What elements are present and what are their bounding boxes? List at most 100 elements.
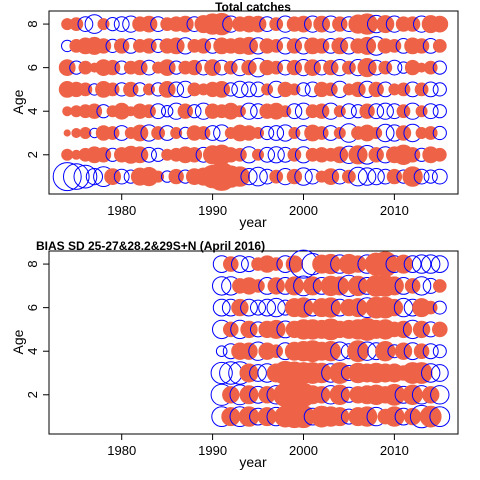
positive-residual-bubble <box>239 385 259 405</box>
positive-residual-bubble <box>186 59 203 76</box>
negative-residual-bubble <box>210 361 233 385</box>
negative-residual-bubble <box>168 81 185 98</box>
positive-residual-bubble <box>375 341 396 362</box>
negative-residual-bubble <box>421 254 441 274</box>
positive-residual-bubble <box>170 127 183 140</box>
negative-residual-bubble <box>411 276 432 296</box>
positive-residual-bubble <box>132 59 148 76</box>
negative-residual-bubble <box>368 103 385 120</box>
positive-residual-bubble <box>323 59 339 76</box>
positive-residual-bubble <box>269 344 284 359</box>
negative-residual-bubble <box>367 168 385 186</box>
positive-residual-bubble <box>376 15 395 34</box>
y-axis-title: Age <box>10 329 26 354</box>
negative-residual-bubble <box>113 16 130 33</box>
positive-residual-bubble <box>131 124 149 142</box>
positive-residual-bubble <box>314 126 329 140</box>
positive-residual-bubble <box>251 279 265 293</box>
positive-residual-bubble <box>368 147 384 163</box>
positive-residual-bubble <box>431 321 448 338</box>
negative-residual-bubble <box>248 166 268 187</box>
positive-residual-bubble <box>140 15 158 33</box>
x-tick-label: 1990 <box>198 203 227 218</box>
negative-residual-bubble <box>376 102 394 120</box>
positive-residual-bubble <box>78 82 93 97</box>
positive-residual-bubble <box>295 15 312 33</box>
positive-residual-bubble <box>320 297 341 318</box>
positive-residual-bubble <box>394 342 413 360</box>
positive-residual-bubble <box>249 15 267 33</box>
positive-residual-bubble <box>314 38 330 54</box>
positive-residual-bubble <box>341 60 356 75</box>
positive-residual-bubble <box>413 38 430 54</box>
x-tick-label: 1980 <box>107 443 136 458</box>
positive-residual-bubble <box>167 37 185 55</box>
negative-residual-bubble <box>73 164 98 189</box>
negative-residual-bubble <box>267 146 285 164</box>
negative-residual-bubble <box>212 298 231 317</box>
negative-residual-bubble <box>432 104 447 119</box>
positive-residual-bubble <box>158 81 176 98</box>
bubble-layer <box>52 12 449 192</box>
negative-residual-bubble <box>348 166 368 187</box>
negative-residual-bubble <box>432 82 447 97</box>
negative-residual-bubble <box>187 104 202 119</box>
positive-residual-bubble <box>322 168 340 186</box>
positive-residual-bubble <box>221 407 241 427</box>
positive-residual-bubble <box>222 386 240 404</box>
negative-residual-bubble <box>141 146 157 163</box>
x-axis-title: year <box>239 214 267 230</box>
panel-total-catches: 1980 1990 2000 2010 2 4 6 8 Total catches year… <box>10 0 459 230</box>
positive-residual-bubble <box>195 38 212 54</box>
positive-residual-bubble <box>142 104 156 119</box>
positive-residual-bubble <box>396 82 411 97</box>
positive-residual-bubble <box>196 126 211 140</box>
y-tick-label: 8 <box>25 20 40 27</box>
y-tick-label: 6 <box>25 304 40 311</box>
positive-residual-bubble <box>432 39 447 53</box>
positive-residual-bubble <box>393 254 413 274</box>
negative-residual-bubble <box>260 125 275 141</box>
positive-residual-bubble <box>104 168 122 186</box>
negative-residual-bubble <box>431 168 448 185</box>
y-axis: 2 4 6 8 <box>25 260 49 398</box>
positive-residual-bubble <box>63 129 71 137</box>
positive-residual-bubble <box>238 406 260 427</box>
y-tick-label: 8 <box>25 260 40 267</box>
positive-residual-bubble <box>267 277 285 295</box>
chart-title: BIAS SD 25-27&28.2&29S+N (April 2016) <box>36 239 265 253</box>
negative-residual-bubble <box>204 125 221 141</box>
negative-residual-bubble <box>430 385 450 405</box>
positive-residual-bubble <box>204 59 222 77</box>
x-tick-label: 1990 <box>198 443 227 458</box>
positive-residual-bubble <box>314 103 330 119</box>
positive-residual-bubble <box>113 38 130 54</box>
positive-residual-bubble <box>286 38 303 54</box>
panel-bias-survey: 1980 1990 2000 2010 2 4 6 8 BIAS SD 25-27&28.2… <box>10 239 459 470</box>
x-axis: 1980 1990 2000 2010 <box>107 194 409 218</box>
positive-residual-bubble <box>223 256 239 272</box>
negative-residual-bubble <box>249 364 267 382</box>
positive-residual-bubble <box>404 16 421 32</box>
negative-residual-bubble <box>432 300 447 315</box>
plot-frame <box>48 10 459 195</box>
negative-residual-bubble <box>223 82 238 97</box>
negative-residual-bubble <box>403 255 422 274</box>
y-tick-label: 6 <box>25 64 40 71</box>
positive-residual-bubble <box>414 82 429 97</box>
positive-residual-bubble <box>357 57 377 78</box>
positive-residual-bubble <box>131 146 149 164</box>
positive-residual-bubble <box>332 16 348 32</box>
positive-residual-bubble <box>333 105 346 118</box>
x-tick-label: 2010 <box>380 203 409 218</box>
positive-residual-bubble <box>419 405 442 428</box>
positive-residual-bubble <box>176 15 194 33</box>
positive-residual-bubble <box>413 343 430 360</box>
x-tick-label: 1980 <box>107 203 136 218</box>
negative-residual-bubble <box>357 167 377 186</box>
positive-residual-bubble <box>432 279 447 293</box>
positive-residual-bubble <box>261 83 274 96</box>
negative-residual-bubble <box>240 168 258 186</box>
positive-residual-bubble <box>240 320 258 339</box>
positive-residual-bubble <box>350 81 366 98</box>
